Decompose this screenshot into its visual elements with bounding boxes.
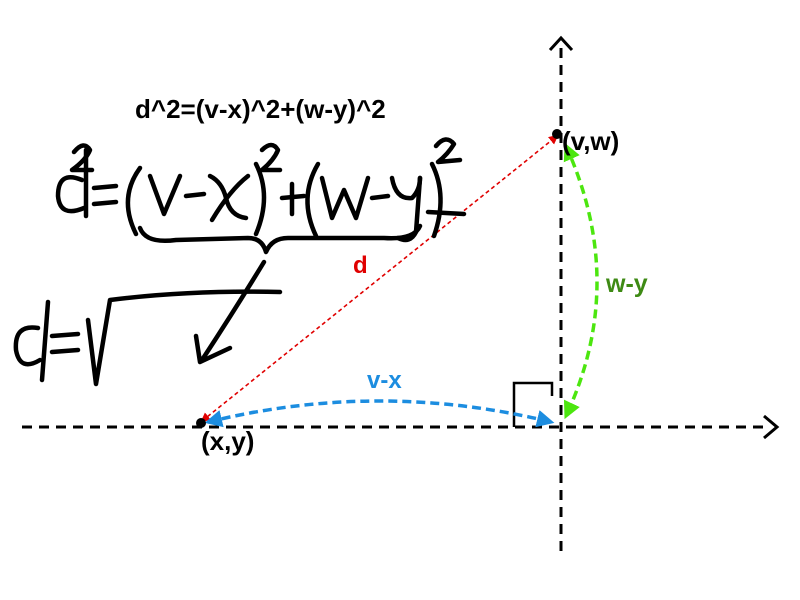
distance-d-line [200, 134, 559, 423]
y-axis-arrowhead [548, 35, 574, 52]
point-xy [196, 418, 206, 428]
formula-text: d^2=(v-x)^2+(w-y)^2 [135, 94, 386, 124]
x-axis-arrowhead [763, 414, 780, 440]
point-vw [552, 129, 562, 139]
vertical-distance-label: w-y [606, 270, 648, 298]
point-vw-label: (v,w) [562, 126, 620, 156]
horizontal-distance-arrow [204, 399, 555, 428]
distance-d-label: d [353, 252, 368, 279]
vertical-distance-arrow [563, 142, 599, 420]
horizontal-distance-label: v-x [367, 367, 402, 394]
point-xy-label: (x,y) [201, 426, 255, 456]
handwritten-note [13, 137, 467, 387]
